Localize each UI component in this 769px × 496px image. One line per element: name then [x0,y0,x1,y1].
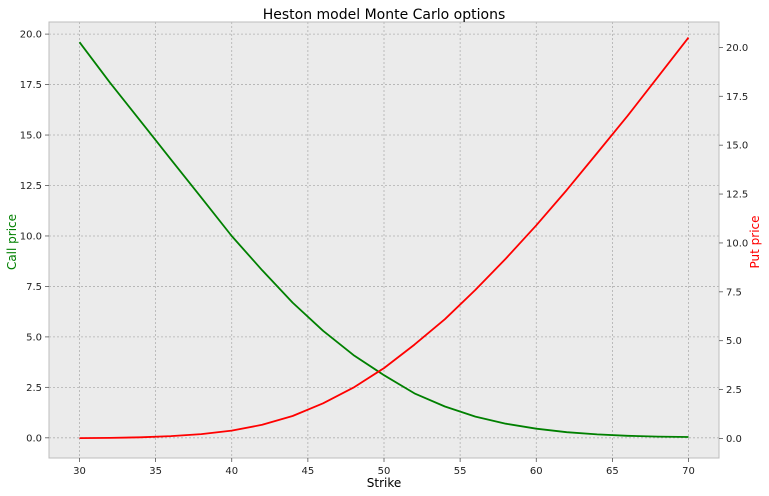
x-axis: 30 35 40 45 50 55 60 65 70 [73,458,695,477]
y-right-tick-label: 5.0 [726,336,742,347]
y-right-tick-label: 7.5 [726,287,742,298]
y-right-tick-label: 12.5 [726,190,748,201]
y-axis-left: 0.0 2.5 5.0 7.5 10.0 12.5 15.0 17.5 20.0 [20,30,49,444]
y-left-tick-label: 17.5 [20,80,42,91]
y-left-tick-label: 7.5 [26,282,42,293]
y-left-tick-label: 12.5 [20,181,42,192]
x-tick-label: 30 [73,466,86,477]
x-tick-label: 40 [225,466,238,477]
y-right-tick-label: 20.0 [726,43,748,54]
grid-lines [49,22,719,458]
x-tick-label: 55 [454,466,467,477]
x-tick-label: 35 [149,466,162,477]
y-right-tick-label: 10.0 [726,238,748,249]
y-left-tick-label: 5.0 [26,332,42,343]
x-tick-label: 50 [378,466,391,477]
x-tick-label: 45 [301,466,314,477]
series-lines [78,37,690,439]
chart-title: Heston model Monte Carlo options [263,7,506,23]
y-left-tick-label: 20.0 [20,30,42,41]
y-left-tick-label: 10.0 [20,231,42,242]
y-left-tick-label: 2.5 [26,383,42,394]
x-tick-label: 65 [606,466,619,477]
y-axis-left-label: Call price [5,214,19,270]
y-left-tick-label: 15.0 [20,131,42,142]
y-right-tick-label: 0.0 [726,434,742,445]
y-left-tick-label: 0.0 [26,433,42,444]
call-price-line [78,41,689,438]
x-axis-label: Strike [367,476,402,490]
y-right-tick-label: 17.5 [726,92,748,103]
x-tick-label: 60 [530,466,543,477]
y-axis-right: 0.0 2.5 5.0 7.5 10.0 12.5 15.0 17.5 20.0 [719,43,748,445]
y-right-tick-label: 15.0 [726,141,748,152]
y-right-tick-label: 2.5 [726,385,742,396]
y-axis-right-label: Put price [748,215,762,268]
x-tick-label: 70 [682,466,695,477]
put-price-line [79,37,690,439]
